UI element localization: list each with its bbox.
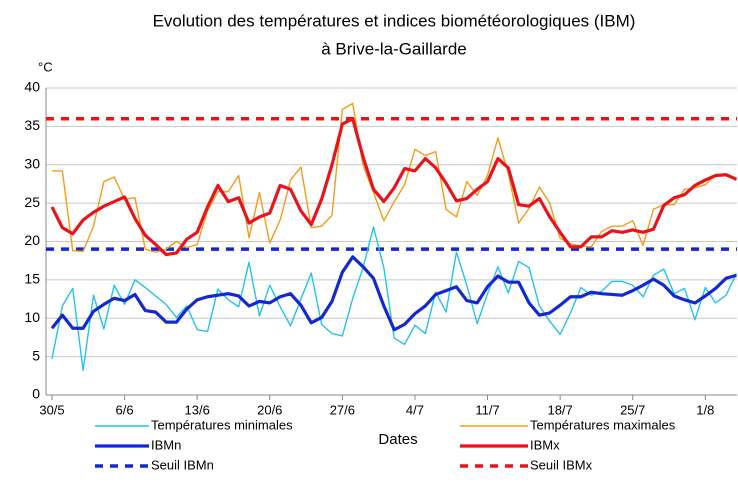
y-tick-label: 0: [32, 386, 40, 402]
legend-label: Températures minimales: [151, 417, 293, 432]
y-axis-label: °C: [38, 59, 53, 74]
x-tick-label: 30/5: [39, 402, 64, 417]
x-axis-label: Dates: [378, 431, 417, 448]
x-tick-label: 25/7: [620, 402, 645, 417]
x-tick-label: 18/7: [547, 402, 572, 417]
x-tick-label: 6/6: [116, 402, 134, 417]
y-tick-label: 40: [24, 79, 40, 95]
series-line: [51, 226, 738, 372]
y-tick-label: 20: [24, 232, 40, 248]
x-tick-label: 13/6: [185, 402, 210, 417]
y-tick-label: 30: [24, 155, 40, 171]
legend-label: Seuil IBMn: [151, 457, 214, 472]
series-line: [52, 102, 737, 253]
legend-label: IBMn: [151, 437, 181, 452]
y-tick-label: 5: [32, 347, 40, 363]
chart-subtitle: à Brive-la-Gaillarde: [321, 39, 467, 58]
legend-label: IBMx: [530, 437, 560, 452]
y-tick-label: 10: [24, 309, 40, 325]
series-line: [50, 117, 738, 257]
x-tick-label: 4/7: [406, 402, 424, 417]
y-tick-label: 35: [24, 117, 40, 133]
x-tick-label: 11/7: [475, 402, 499, 417]
legend-label: Températures maximales: [530, 417, 676, 432]
y-tick-label: 25: [24, 194, 40, 210]
x-tick-label: 27/6: [330, 402, 355, 417]
x-tick-label: 20/6: [257, 402, 282, 417]
y-tick-label: 15: [24, 271, 40, 287]
chart-title: Evolution des températures et indices bi…: [153, 11, 636, 30]
x-tick-label: 1/8: [696, 402, 714, 417]
series-line: [50, 255, 737, 332]
legend-label: Seuil IBMx: [530, 457, 593, 472]
